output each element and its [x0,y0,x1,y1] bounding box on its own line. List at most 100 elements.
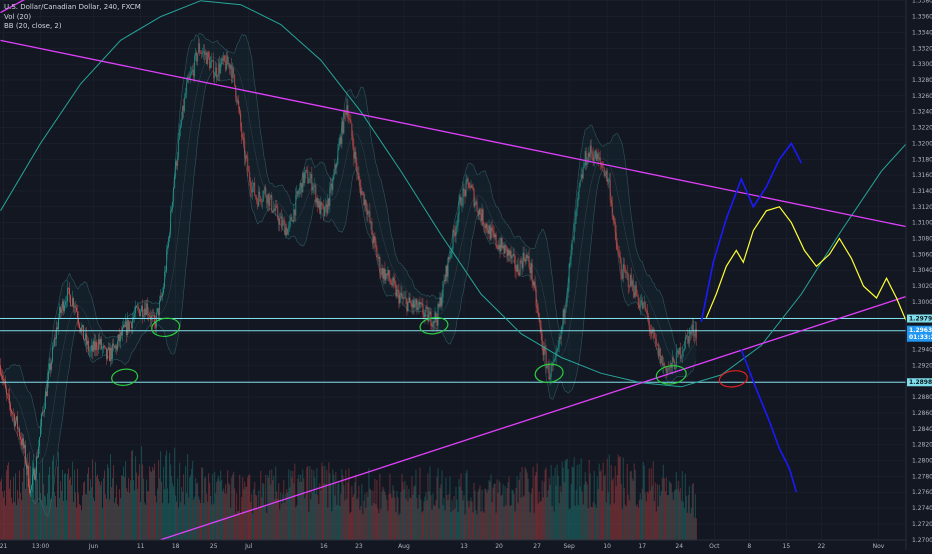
green-circle[interactable] [655,364,687,386]
volume-bar [391,498,393,540]
candle-body [563,309,565,318]
volume-bar [19,470,20,540]
candle-body [485,223,487,228]
candle-body [138,307,140,310]
candle-body [585,151,587,165]
red-circle[interactable] [718,369,748,389]
volume-bar [444,510,446,540]
volume-bar [621,509,623,540]
candle-body [486,223,488,231]
candle-body [279,218,281,225]
candle-body [17,416,18,429]
candle-body [237,101,239,103]
volume-bar [505,505,507,540]
candle-body [6,388,7,394]
volume-bar [111,487,113,540]
candle-body [335,164,337,168]
volume-bar [658,484,660,540]
volume-bar [655,511,657,540]
candle-body [503,245,505,254]
candle-body [185,93,187,98]
volume-bar [635,506,637,540]
volume-bar [371,505,373,540]
candle-body [654,337,656,339]
volume-bar [593,471,595,540]
volume-bar [134,490,136,540]
candle-body [658,348,660,357]
candle-body [225,61,227,70]
forecast-yellow-path[interactable] [705,206,908,323]
candle-body [365,199,367,209]
candle-body [474,202,476,207]
bollinger-indicator-label[interactable]: BB (20, close, 2) [4,22,62,30]
upper-channel-trendline[interactable] [0,39,907,228]
candle-body [674,368,676,370]
candle-body [583,165,585,168]
volume-bar [596,476,598,540]
support-level-tag[interactable] [907,378,932,387]
candle-body [136,306,138,308]
candle-body [518,273,520,275]
forecast-blue-up-path[interactable] [700,141,803,322]
candle-body [616,243,618,251]
candle-body [691,324,693,331]
volume-bar [350,511,352,540]
volume-bar [227,470,229,540]
green-circle[interactable] [419,316,449,336]
candle-body [603,167,605,176]
volume-bar [112,478,114,540]
arc-curve[interactable] [0,0,907,388]
candle-body [64,305,65,312]
green-circle[interactable] [111,368,139,387]
volume-bar [132,449,134,540]
volume-bar [98,479,100,540]
candle-body [653,332,655,338]
candle-body [103,345,104,348]
candle-body [209,57,211,69]
candle-body [163,286,165,294]
volume-bar [415,469,417,540]
volume-bar [417,508,419,540]
time-tick-label: 13:00 [32,543,49,550]
volume-bar [684,473,686,540]
candle-body [298,193,300,194]
green-circle[interactable] [151,316,181,338]
last-price-tag[interactable] [907,325,932,342]
candle-body [328,198,330,207]
candle-body [125,321,126,327]
volume-indicator-label[interactable]: Vol (20) [4,12,32,21]
candle-body [437,304,439,326]
candle-body [425,306,427,313]
volume-bar [572,467,574,540]
volume-bar [118,506,120,540]
green-circle[interactable] [534,362,564,384]
candle-body [326,204,328,214]
symbol-title[interactable]: U.S. Dollar/Canadian Dollar, 240, FXCM [4,3,141,11]
candle-body [19,428,20,437]
volume-bar [194,496,196,540]
candle-body [665,366,667,374]
volume-bar [272,480,274,540]
candle-body [570,250,572,259]
volume-bar [250,501,252,540]
volume-bar [546,497,548,540]
price-tick-label: 1.28800 [912,394,932,401]
resistance-level-tag[interactable] [907,314,932,323]
candle-body [297,191,299,194]
volume-bar [34,499,35,540]
price-tick-label: 1.32800 [912,77,932,84]
lower-channel-trendline[interactable] [160,295,907,541]
candle-body [219,63,221,74]
volume-bar [121,475,123,540]
candle-body [454,232,456,236]
candle-body [517,264,519,274]
volume-bar [359,509,361,540]
forecast-blue-down-path[interactable] [740,349,798,493]
volume-bar [315,493,317,540]
volume-bar [191,468,193,540]
candle-body [182,105,184,120]
candle-body [471,185,473,188]
volume-bar [66,500,67,540]
